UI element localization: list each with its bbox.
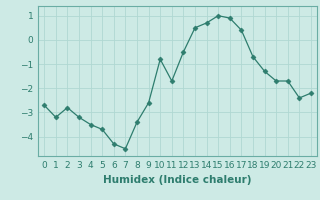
X-axis label: Humidex (Indice chaleur): Humidex (Indice chaleur) bbox=[103, 175, 252, 185]
